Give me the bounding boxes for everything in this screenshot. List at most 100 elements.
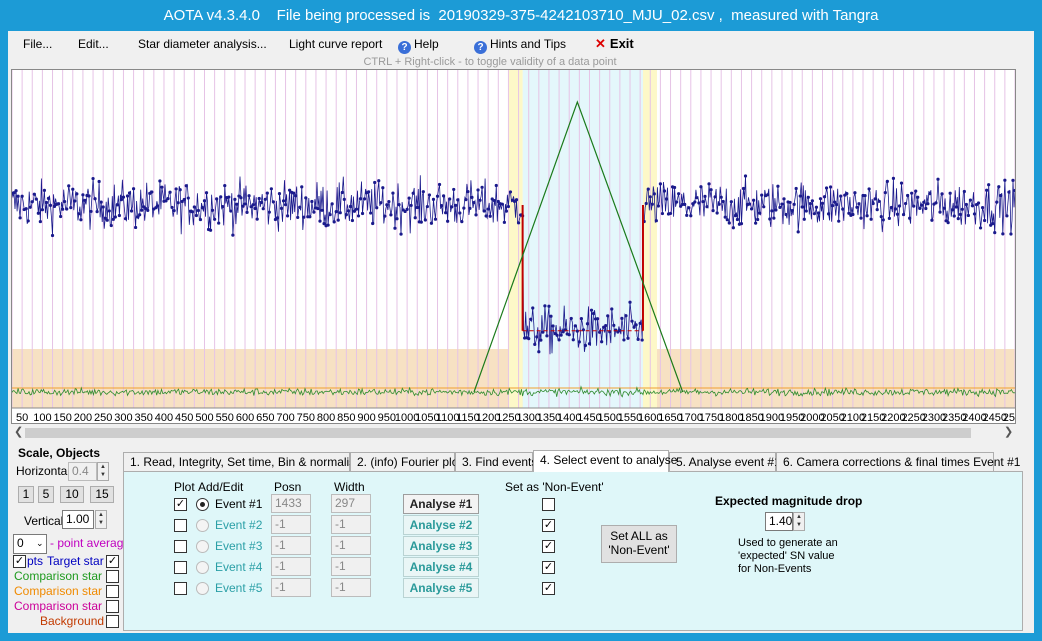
scale-button-5[interactable]: 5 bbox=[38, 486, 54, 503]
light-curve-svg[interactable]: 50 100 150 200 250 300 350 400 450 500 550 600 650 70… bbox=[10, 70, 1027, 424]
target-data-point bbox=[853, 191, 857, 195]
event-3-plot-checkbox[interactable] bbox=[174, 540, 187, 553]
target-data-point bbox=[93, 197, 97, 201]
point-average-select[interactable]: 0 ⌄ bbox=[13, 534, 47, 554]
target-data-point bbox=[16, 194, 20, 198]
analyse-2-button[interactable]: Analyse #2 bbox=[403, 515, 479, 535]
vertical-scale-input[interactable]: 1.00 bbox=[62, 510, 94, 529]
event-5-radio[interactable] bbox=[196, 582, 209, 595]
tab-camera-corrections[interactable]: 6. Camera corrections & final times Even… bbox=[776, 452, 1020, 472]
target-data-point bbox=[699, 185, 703, 189]
scale-button-1[interactable]: 1 bbox=[18, 486, 34, 503]
event-2-radio[interactable] bbox=[196, 519, 209, 532]
menu-hints[interactable]: ? Hints and Tips bbox=[474, 37, 566, 54]
target-data-point bbox=[166, 197, 170, 201]
event-4-non-event-checkbox[interactable]: ✓ bbox=[542, 561, 555, 574]
comparison-star-2-checkbox[interactable] bbox=[106, 585, 119, 598]
target-data-point bbox=[140, 208, 144, 212]
event-3-radio[interactable] bbox=[196, 540, 209, 553]
target-data-point bbox=[636, 337, 640, 341]
target-data-point bbox=[993, 231, 997, 235]
tab-fourier-plot[interactable]: 2. (info) Fourier plot bbox=[350, 452, 462, 472]
target-data-point bbox=[213, 217, 217, 221]
menu-star-diameter[interactable]: Star diameter analysis... bbox=[138, 37, 267, 51]
tab-select-event[interactable]: 4. Select event to analyse bbox=[533, 450, 677, 472]
target-data-point bbox=[960, 207, 964, 211]
event-2-posn-input[interactable]: -1 bbox=[271, 515, 311, 534]
target-data-point bbox=[369, 211, 373, 215]
event-4-posn-input[interactable]: -1 bbox=[271, 557, 311, 576]
event-4-width-input[interactable]: -1 bbox=[331, 557, 371, 576]
target-data-point bbox=[689, 214, 693, 218]
horizontal-scale-input[interactable]: 0.4 bbox=[68, 462, 97, 481]
analyse-1-button[interactable]: Analyse #1 bbox=[403, 494, 479, 514]
scroll-left-icon[interactable]: ❮ bbox=[14, 426, 24, 438]
set-all-non-event-button[interactable]: Set ALL as 'Non-Event' bbox=[601, 525, 677, 563]
scale-button-10[interactable]: 10 bbox=[60, 486, 84, 503]
menu-light-curve-report[interactable]: Light curve report bbox=[289, 37, 383, 51]
target-data-point bbox=[200, 206, 205, 210]
event-2-plot-checkbox[interactable] bbox=[174, 519, 187, 532]
menu-edit[interactable]: Edit... bbox=[78, 37, 109, 51]
comparison-star-3-checkbox[interactable] bbox=[106, 600, 119, 613]
scrollbar-thumb[interactable] bbox=[25, 428, 971, 438]
target-data-point bbox=[409, 203, 413, 208]
target-data-point bbox=[863, 194, 867, 198]
target-data-point bbox=[265, 191, 269, 195]
target-data-point bbox=[18, 216, 22, 220]
event-4-radio[interactable] bbox=[196, 561, 209, 574]
event-2-width-input[interactable]: -1 bbox=[331, 515, 371, 534]
event-1-non-event-checkbox[interactable] bbox=[542, 498, 555, 511]
x-tick-label: 1950 bbox=[780, 412, 804, 423]
target-data-point bbox=[484, 214, 488, 218]
event-5-posn-input[interactable]: -1 bbox=[271, 578, 311, 597]
pts-checkbox[interactable]: ✓ bbox=[13, 555, 26, 568]
target-data-point bbox=[111, 217, 115, 221]
scroll-right-icon[interactable]: ❯ bbox=[1004, 426, 1014, 438]
tab-analyse-event[interactable]: 5. Analyse event #1 bbox=[669, 452, 781, 472]
vertical-scale-spinner[interactable]: ▲ ▼ bbox=[95, 510, 107, 529]
target-data-point bbox=[411, 191, 415, 195]
x-tick-label: 2450 bbox=[982, 412, 1006, 423]
target-data-point bbox=[679, 204, 683, 208]
horizontal-scale-spinner[interactable]: ▲ ▼ bbox=[97, 462, 109, 481]
event-1-posn-input[interactable]: 1433 bbox=[271, 494, 311, 513]
target-data-point bbox=[285, 214, 290, 218]
magnitude-drop-input[interactable]: 1.40 bbox=[765, 512, 793, 531]
background-checkbox[interactable] bbox=[106, 615, 119, 628]
target-data-point bbox=[229, 209, 233, 213]
analyse-5-button[interactable]: Analyse #5 bbox=[403, 578, 479, 598]
event-5-plot-checkbox[interactable] bbox=[174, 582, 187, 595]
comparison-star-1-checkbox[interactable] bbox=[106, 570, 119, 583]
event-5-non-event-checkbox[interactable]: ✓ bbox=[542, 582, 555, 595]
target-data-point bbox=[340, 190, 344, 195]
target-data-point bbox=[259, 200, 263, 205]
analyse-3-button[interactable]: Analyse #3 bbox=[403, 536, 479, 556]
scale-button-15[interactable]: 15 bbox=[90, 486, 114, 503]
menu-exit[interactable]: ✕ Exit bbox=[595, 36, 634, 52]
event-4-plot-checkbox[interactable] bbox=[174, 561, 187, 574]
target-star-checkbox[interactable]: ✓ bbox=[106, 555, 119, 568]
event-2-non-event-checkbox[interactable]: ✓ bbox=[542, 519, 555, 532]
target-data-point bbox=[50, 233, 55, 238]
analyse-4-button[interactable]: Analyse #4 bbox=[403, 557, 479, 577]
target-data-point bbox=[472, 201, 476, 205]
magnitude-drop-spinner[interactable]: ▲ ▼ bbox=[793, 512, 805, 531]
event-1-radio[interactable] bbox=[196, 498, 209, 511]
target-data-point bbox=[441, 194, 446, 198]
tab-find-events[interactable]: 3. Find events bbox=[455, 452, 537, 472]
event-3-posn-input[interactable]: -1 bbox=[271, 536, 311, 555]
menu-file[interactable]: File... bbox=[23, 37, 53, 51]
light-curve-plot[interactable]: 50 100 150 200 250 300 350 400 450 500 550 600 650 70… bbox=[10, 69, 1027, 424]
horizontal-scrollbar[interactable]: ❮ ❯ bbox=[11, 425, 1016, 441]
event-1-plot-checkbox[interactable]: ✓ bbox=[174, 498, 187, 511]
event-3-width-input[interactable]: -1 bbox=[331, 536, 371, 555]
target-data-point bbox=[914, 189, 918, 193]
target-data-point bbox=[867, 187, 871, 191]
tab-read-integrity[interactable]: 1. Read, Integrity, Set time, Bin & norm… bbox=[123, 452, 362, 472]
event-5-width-input[interactable]: -1 bbox=[331, 578, 371, 597]
menu-help[interactable]: ? Help bbox=[398, 37, 439, 54]
event-1-width-input[interactable]: 297 bbox=[331, 494, 371, 513]
target-data-point bbox=[231, 233, 235, 237]
event-3-non-event-checkbox[interactable]: ✓ bbox=[542, 540, 555, 553]
